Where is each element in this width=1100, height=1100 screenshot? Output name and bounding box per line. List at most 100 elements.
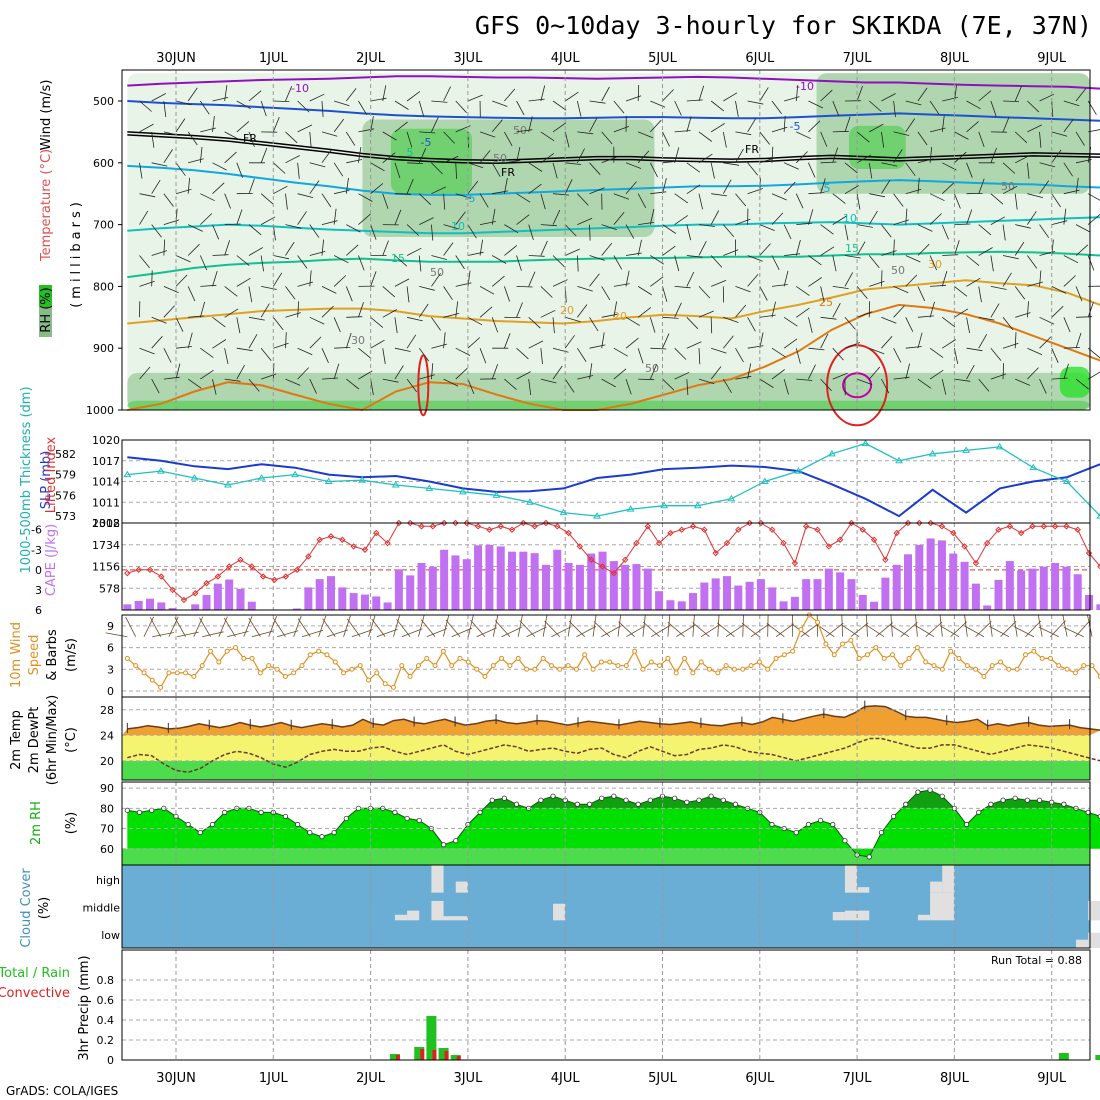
isotherm-line (127, 250, 1100, 279)
contour-label: 20 (613, 310, 627, 323)
wind-barb (856, 286, 868, 299)
wind-barb (187, 243, 200, 256)
pressure-tick-500: 500 (93, 95, 114, 108)
wind-speed-marker (615, 663, 621, 669)
label-speed: Speed (27, 635, 42, 676)
wind-barb (710, 210, 720, 225)
wind-barb (1088, 129, 1100, 133)
wind-barb (212, 224, 220, 240)
wind-barb (710, 123, 725, 133)
wind-barb (662, 160, 679, 164)
slp-tick-1008: 1008 (92, 517, 120, 530)
wind-barb (1051, 286, 1067, 294)
cloud-cover-block (857, 887, 870, 893)
cape-bar (145, 598, 154, 610)
wind-barb (625, 378, 632, 395)
cape-bar (587, 553, 596, 610)
wind-barb (346, 316, 363, 318)
wind-speed-marker (948, 648, 954, 654)
cape-bar (734, 585, 743, 610)
wind-barb (394, 255, 408, 267)
wind-speed-line (126, 614, 1100, 689)
wind-speed-marker (923, 659, 929, 665)
wind-barb (723, 92, 738, 102)
wind-barb (662, 89, 674, 102)
wind-barb (964, 614, 968, 637)
wind-barb (593, 621, 610, 638)
wind-barb (589, 344, 606, 349)
wind-barb (576, 100, 582, 117)
isotherm-line (127, 164, 1100, 196)
lifted-marker (633, 539, 640, 547)
lifted-tick--3: -3 (31, 544, 42, 557)
wind-barb (869, 123, 884, 133)
wind-barb (143, 616, 154, 637)
isotherm-line (127, 75, 1100, 90)
wind-speed-marker (1014, 666, 1020, 672)
wind-barb (396, 619, 411, 637)
wind-barb (662, 378, 675, 391)
lifted-marker (248, 563, 256, 570)
wind-speed-marker (565, 663, 571, 669)
wind-barb (941, 316, 956, 328)
lifted-marker (554, 523, 561, 530)
date-label-bottom-5JUL: 5JUL (648, 1071, 678, 1086)
wind-barb (759, 243, 771, 256)
wind-barb (800, 623, 819, 638)
lifted-marker (542, 519, 550, 527)
wind-barb (618, 621, 635, 638)
wind-speed-marker (482, 674, 488, 680)
wind-tick-9: 9 (107, 620, 114, 633)
wind-barb (796, 307, 810, 318)
wind-barb (443, 131, 455, 144)
wind-barb (418, 347, 430, 362)
wind-barb (1075, 177, 1079, 194)
thickness-line (127, 442, 1100, 517)
wind-barb (939, 614, 943, 637)
wind-barb (445, 619, 461, 637)
wind-speed-marker (540, 655, 546, 661)
cape-bar (836, 572, 845, 610)
wind-barb (1002, 185, 1018, 195)
thickness-marker (693, 501, 702, 509)
cape-bar (1073, 574, 1082, 610)
wind-barb (200, 213, 213, 225)
wind-barb (199, 617, 211, 637)
wind-barb (820, 89, 833, 102)
contour-label: 5 (407, 146, 414, 159)
wind-barb (966, 364, 975, 380)
date-label-top-7JUL: 7JUL (843, 51, 873, 66)
wind-barb (771, 284, 788, 287)
wind-barb (139, 100, 152, 112)
wind-barb (625, 162, 642, 169)
wind-barb (564, 91, 579, 102)
wind-barb (941, 379, 947, 395)
temp-tick-24: 24 (100, 729, 114, 742)
wind-barb (698, 241, 707, 256)
lifted-marker (576, 543, 584, 550)
rh-marker (903, 801, 909, 807)
wind-barb (564, 335, 575, 349)
wind-barb (601, 286, 611, 301)
cape-bar (123, 604, 132, 610)
date-label-top-5JUL: 5JUL (648, 51, 678, 66)
wind-barb (321, 239, 324, 256)
wind-speed-marker (366, 677, 372, 683)
wind-barb (1015, 224, 1031, 229)
wind-barb (139, 162, 143, 179)
thickness-marker (123, 470, 132, 478)
wind-barb (692, 622, 710, 638)
wind-barb (942, 254, 959, 256)
thickness-marker (224, 480, 232, 488)
wind-barb (1027, 255, 1038, 269)
wind-barb (978, 178, 985, 194)
wind-barb (662, 224, 677, 234)
lifted-marker (870, 536, 878, 543)
wind-barb (346, 244, 359, 256)
wind-speed-marker (349, 666, 355, 672)
wind-barb (966, 277, 981, 287)
wind-barb (662, 316, 679, 319)
cape-bar (202, 594, 211, 610)
lifted-marker (474, 523, 482, 530)
lifted-marker (192, 590, 199, 597)
